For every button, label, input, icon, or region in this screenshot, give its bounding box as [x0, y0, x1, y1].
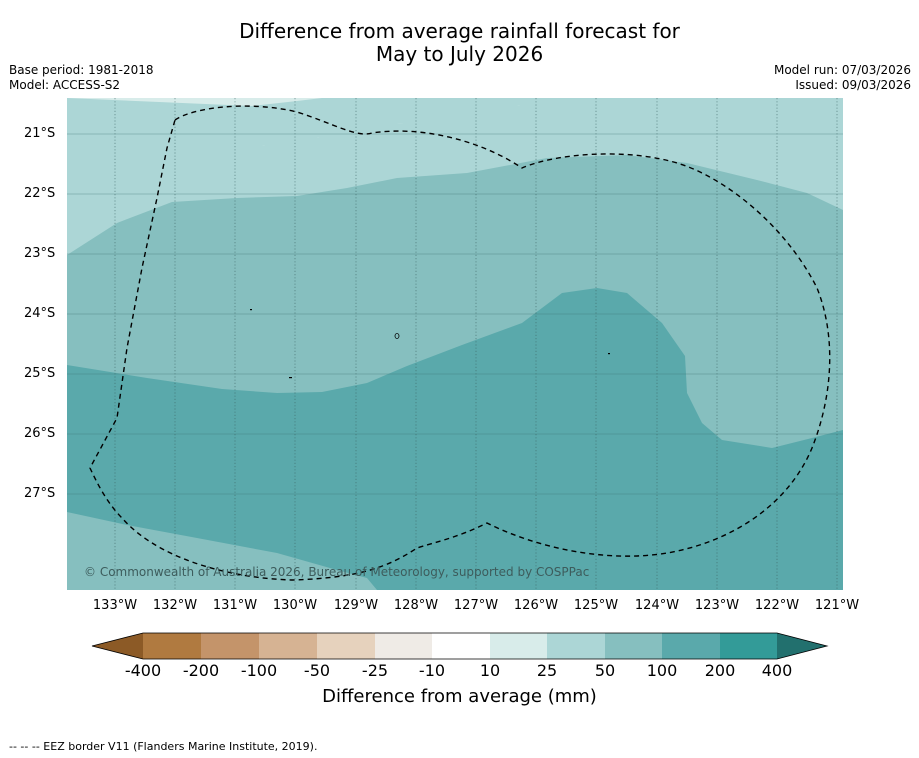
model-name: Model: ACCESS-S2	[9, 78, 121, 92]
issued-date: Issued: 09/03/2026	[795, 78, 911, 92]
colorbar-segment	[143, 633, 201, 659]
lon-label-128: 128°W	[393, 598, 439, 613]
lat-label-27: 27°S	[24, 486, 56, 501]
title-line-2: May to July 2026	[375, 42, 544, 66]
colorbar-arrow-low	[92, 633, 143, 659]
lon-label-131: 131°W	[212, 598, 258, 613]
colorbar-segment	[490, 633, 547, 659]
latitude-lines	[67, 133, 843, 495]
lat-label-22: 22°S	[24, 186, 56, 201]
colorbar-tick: -10	[418, 661, 446, 680]
band-100-200	[67, 288, 843, 590]
lat-label-23: 23°S	[24, 246, 56, 261]
colorbar-tick: 100	[646, 661, 678, 680]
lon-label-133: 133°W	[92, 598, 138, 613]
band-50-100-southwest	[67, 512, 377, 590]
colorbar-tick: -400	[124, 661, 162, 680]
lon-label-121: 121°W	[814, 598, 860, 613]
colorbar-segment	[605, 633, 662, 659]
copyright-credit: © Commonwealth of Australia 2026, Bureau…	[84, 565, 590, 579]
forecast-map	[67, 98, 843, 590]
lon-label-125: 125°W	[573, 598, 619, 613]
lon-label-123: 123°W	[694, 598, 740, 613]
colorbar-segment	[662, 633, 720, 659]
colorbar-segment	[432, 633, 490, 659]
colorbar-tick: 10	[479, 661, 501, 680]
colorbar-segment	[201, 633, 259, 659]
base-period: Base period: 1981-2018	[9, 63, 154, 77]
colorbar-tick: -25	[361, 661, 389, 680]
graticule	[114, 98, 838, 590]
colorbar-title: Difference from average (mm)	[322, 686, 597, 707]
lon-label-129: 129°W	[333, 598, 379, 613]
colorbar-segment	[375, 633, 432, 659]
colorbar-tick: 200	[704, 661, 736, 680]
colorbar-tick: -100	[240, 661, 278, 680]
lat-label-24: 24°S	[24, 306, 56, 321]
colorbar-tick: 50	[594, 661, 616, 680]
colorbar-segment	[720, 633, 777, 659]
colorbar-segment	[547, 633, 605, 659]
lon-label-124: 124°W	[634, 598, 680, 613]
eez-legend-note: -- -- -- EEZ border V11 (Flanders Marine…	[9, 740, 318, 753]
lon-label-127: 127°W	[453, 598, 499, 613]
lon-label-132: 132°W	[152, 598, 198, 613]
colorbar	[91, 632, 829, 660]
colorbar-tick: 25	[536, 661, 558, 680]
lat-label-25: 25°S	[24, 366, 56, 381]
lon-label-130: 130°W	[272, 598, 318, 613]
lat-label-21: 21°S	[24, 126, 56, 141]
model-run: Model run: 07/03/2026	[773, 63, 911, 77]
lat-label-26: 26°S	[24, 426, 56, 441]
lon-label-122: 122°W	[754, 598, 800, 613]
colorbar-tick: -200	[182, 661, 220, 680]
islands	[250, 309, 610, 379]
colorbar-arrow-high	[777, 633, 827, 659]
colorbar-tick: 400	[761, 661, 793, 680]
colorbar-segment	[317, 633, 375, 659]
lon-label-126: 126°W	[513, 598, 559, 613]
colorbar-tick: -50	[303, 661, 331, 680]
title-line-1: Difference from average rainfall forecas…	[239, 19, 680, 43]
colorbar-segment	[259, 633, 317, 659]
eez-border	[89, 105, 831, 581]
map-svg	[67, 98, 843, 590]
